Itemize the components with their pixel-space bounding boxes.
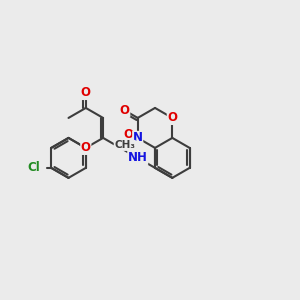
Text: O: O — [167, 111, 177, 124]
Text: O: O — [120, 104, 130, 117]
Text: Cl: Cl — [28, 161, 40, 174]
Text: O: O — [123, 128, 133, 141]
Text: O: O — [81, 141, 91, 154]
Text: N: N — [133, 131, 143, 144]
Text: CH₃: CH₃ — [114, 140, 135, 150]
Text: NH: NH — [128, 152, 148, 164]
Text: O: O — [81, 86, 91, 100]
